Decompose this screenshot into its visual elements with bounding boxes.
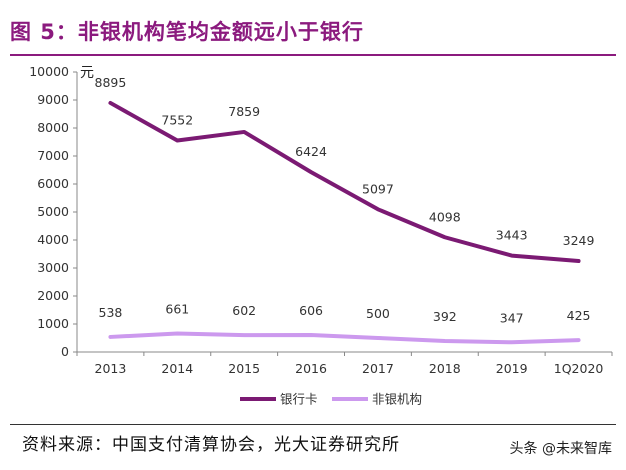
y-tick-label: 7000 xyxy=(37,148,69,163)
y-tick-label: 3000 xyxy=(37,260,69,275)
y-tick-label: 0 xyxy=(61,344,69,359)
x-tick-label: 2017 xyxy=(362,361,394,376)
figure-title: 图 5：非银机构笔均金额远小于银行 xyxy=(10,20,364,44)
y-axis-unit: 元 xyxy=(80,65,94,81)
y-tick-label: 1000 xyxy=(37,316,69,331)
y-tick-label: 10000 xyxy=(29,64,69,79)
y-tick-label: 8000 xyxy=(37,120,69,135)
x-tick-label: 2014 xyxy=(161,361,193,376)
data-label: 3443 xyxy=(496,228,528,243)
x-tick-label: 2016 xyxy=(295,361,327,376)
y-tick-label: 2000 xyxy=(37,288,69,303)
y-tick-label: 6000 xyxy=(37,176,69,191)
y-tick-label: 5000 xyxy=(37,204,69,219)
data-label: 661 xyxy=(165,301,189,316)
legend-label: 银行卡 xyxy=(280,392,318,407)
legend-label: 非银机构 xyxy=(372,392,422,407)
series-line-1 xyxy=(108,100,581,264)
data-label: 7859 xyxy=(228,104,260,119)
x-tick-label: 2013 xyxy=(95,361,127,376)
data-label: 8895 xyxy=(95,75,127,90)
data-label: 602 xyxy=(232,303,256,318)
data-label: 500 xyxy=(366,306,390,321)
data-label: 392 xyxy=(433,309,457,324)
data-label: 7552 xyxy=(161,113,193,128)
data-label: 6424 xyxy=(295,144,327,159)
source-divider xyxy=(10,424,616,425)
x-tick-label: 2018 xyxy=(429,361,461,376)
data-label: 347 xyxy=(500,310,524,325)
data-label: 425 xyxy=(567,308,591,323)
data-label: 4098 xyxy=(429,209,461,224)
y-tick-label: 4000 xyxy=(37,232,69,247)
x-tick-label: 1Q2020 xyxy=(554,361,604,376)
x-tick-label: 2019 xyxy=(496,361,528,376)
series-line-2 xyxy=(108,331,581,345)
data-label: 5097 xyxy=(362,181,394,196)
title-divider xyxy=(10,54,616,56)
source-note: 资料来源：中国支付清算协会，光大证券研究所 xyxy=(22,435,400,455)
y-tick-label: 9000 xyxy=(37,92,69,107)
watermark: 头条 @未来智库 xyxy=(509,441,612,457)
line-chart: 0 1000 2000 3000 4000 5000 6000 7000 8000 9000 100… xyxy=(29,64,613,407)
x-tick-label: 2015 xyxy=(228,361,260,376)
data-label: 3249 xyxy=(563,233,595,248)
data-label: 606 xyxy=(299,303,323,318)
data-label: 538 xyxy=(99,305,123,320)
